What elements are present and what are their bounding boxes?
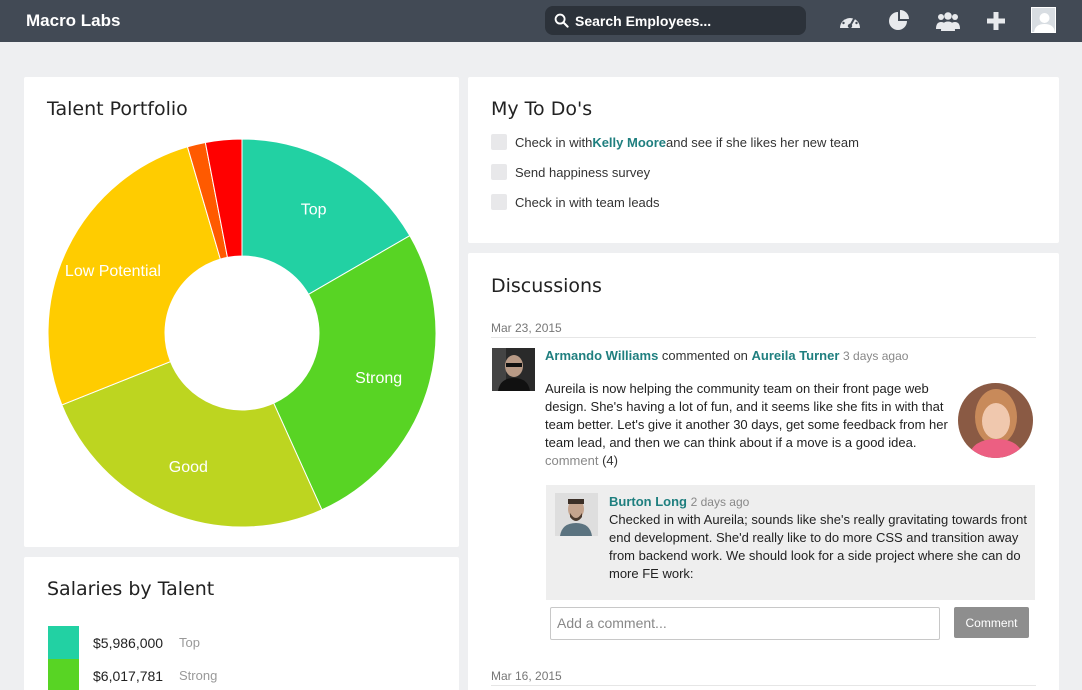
talent-portfolio-card: Talent Portfolio Top Strong Good Low Potent…: [24, 77, 459, 547]
todo-item: Send happiness survey: [491, 162, 650, 182]
comment-link[interactable]: comment: [545, 453, 599, 468]
salary-value: $6,017,781: [93, 667, 164, 684]
date-separator: Mar 16, 2015: [491, 669, 1036, 686]
plus-icon[interactable]: [984, 9, 1008, 33]
donut-slice-good[interactable]: [61, 360, 323, 528]
donut-label: Good: [169, 459, 208, 476]
user-avatar[interactable]: [1031, 7, 1056, 33]
discussions-card: Discussions Mar 23, 2015 Armando William…: [468, 253, 1059, 690]
donut-slice-top[interactable]: [241, 138, 411, 296]
reply-timestamp: 2 days ago: [690, 495, 750, 509]
todo-item: Check in with Kelly Moore and see if she…: [491, 132, 859, 152]
search-input[interactable]: [575, 9, 800, 32]
post-comment-count: comment (4): [545, 453, 618, 468]
donut-label: Low Potential: [65, 263, 161, 280]
salary-label: Top: [179, 635, 200, 650]
salary-row-top: $5,986,000 Top: [48, 626, 200, 659]
user-silhouette-icon: [1034, 13, 1055, 32]
dashboard-icon[interactable]: [838, 9, 862, 33]
donut-slice-strong[interactable]: [273, 234, 437, 511]
todo-text: Check in with team leads: [515, 194, 660, 210]
todo-text: Send happiness survey: [515, 164, 651, 180]
reply-body: Checked in with Aureila; sounds like she…: [609, 512, 1027, 581]
top-bar: Macro Labs: [0, 0, 1082, 42]
date-separator: Mar 23, 2015: [491, 321, 1036, 338]
todo-item: Check in with team leads: [491, 192, 660, 212]
donut-label: Strong: [355, 370, 402, 387]
talent-portfolio-title: Talent Portfolio: [47, 98, 188, 120]
reply-meta: Burton Long 2 days ago: [609, 494, 749, 509]
aureila-avatar[interactable]: [958, 383, 1033, 458]
reply-author-link[interactable]: Burton Long: [609, 494, 687, 509]
salaries-card: Salaries by Talent $5,986,000 Top $6,017…: [24, 557, 459, 690]
salary-value: $5,986,000: [93, 634, 164, 651]
post-author-link[interactable]: Armando Williams: [545, 348, 659, 363]
salary-row-strong: $6,017,781 Strong: [48, 659, 217, 690]
donut-label: Top: [301, 202, 327, 219]
comment-button[interactable]: Comment: [954, 607, 1029, 638]
post-target-link[interactable]: Aureila Turner: [751, 348, 840, 363]
reply-box: Burton Long 2 days ago Checked in with A…: [546, 485, 1035, 600]
todo-checkbox[interactable]: [491, 164, 507, 180]
todos-title: My To Do's: [491, 98, 593, 120]
salaries-title: Salaries by Talent: [47, 578, 215, 600]
todo-checkbox[interactable]: [491, 134, 507, 150]
pie-chart-icon[interactable]: [887, 9, 911, 33]
donut-slice-low-potential[interactable]: [47, 146, 221, 406]
donut-slice-unlabeled-5[interactable]: [204, 138, 243, 258]
post-meta: Armando Williams commented on Aureila Tu…: [545, 348, 908, 363]
todo-checkbox[interactable]: [491, 194, 507, 210]
salary-swatch-strong: [48, 659, 79, 690]
post-action: commented on: [658, 348, 752, 363]
talent-donut-chart: Top Strong Good Low Potential: [47, 138, 437, 528]
search-box[interactable]: [545, 6, 806, 35]
comment-count: (4): [602, 453, 618, 468]
post-timestamp: 3 days agao: [843, 349, 909, 363]
todo-text: Check in with: [515, 134, 593, 150]
todos-card: My To Do's Check in with Kelly Moore and…: [468, 77, 1059, 243]
post-body: Aureila is now helping the community tea…: [545, 381, 948, 450]
armando-avatar[interactable]: [492, 348, 535, 391]
salary-swatch-top: [48, 626, 79, 659]
todo-person-link[interactable]: Kelly Moore: [592, 134, 666, 150]
todo-text-suffix: and see if she likes her new team: [666, 134, 859, 150]
salary-label: Strong: [179, 668, 218, 683]
search-icon: [554, 13, 569, 28]
users-icon[interactable]: [936, 9, 960, 33]
brand-logo[interactable]: Macro Labs: [26, 11, 121, 30]
discussions-title: Discussions: [491, 275, 602, 297]
burton-avatar[interactable]: [555, 493, 598, 536]
comment-input[interactable]: [550, 607, 940, 640]
